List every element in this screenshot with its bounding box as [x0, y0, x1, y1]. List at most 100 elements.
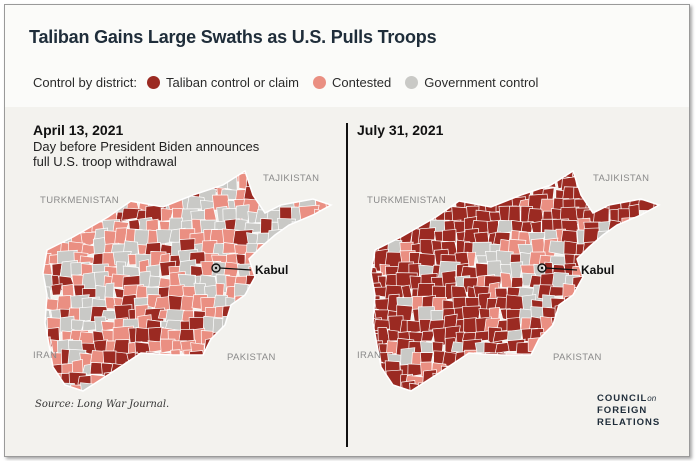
- legend: Control by district: Taliban control or …: [33, 73, 552, 91]
- district-cell: [660, 363, 671, 375]
- district-cell: [302, 375, 317, 391]
- district-cell: [628, 262, 650, 278]
- district-cell: [271, 250, 285, 265]
- district-cell: [302, 221, 319, 235]
- district-cell: [466, 384, 485, 391]
- kabul-marker-july: [537, 263, 578, 273]
- district-cell: [498, 363, 518, 377]
- district-cell: [532, 358, 544, 375]
- panel-subtitle-april: Day before President Biden announces ful…: [33, 139, 260, 169]
- district-cell: [632, 299, 644, 313]
- district-cell: [367, 396, 380, 405]
- district-cell: [597, 361, 612, 379]
- kabul-marker-april: [211, 263, 252, 273]
- district-cell: [190, 382, 208, 391]
- district-cell: [289, 329, 309, 345]
- district-cell: [383, 387, 402, 391]
- district-cell: [248, 309, 263, 327]
- district-cell: [629, 325, 645, 346]
- district-cell: [288, 358, 306, 382]
- district-cell: [203, 337, 215, 357]
- cfr-logo-line2: FOREIGN: [597, 405, 648, 416]
- district-cell: [461, 370, 483, 386]
- district-cell: [325, 249, 331, 268]
- district-cell: [549, 384, 571, 391]
- district-cell: [237, 398, 253, 405]
- district-cell: [125, 360, 142, 381]
- district-cell: [234, 330, 255, 346]
- district-cell: [639, 341, 659, 356]
- district-cell: [430, 384, 446, 391]
- district-cell: [650, 260, 659, 280]
- district-cell: [113, 174, 131, 190]
- district-cell: [288, 185, 304, 201]
- source-note: Source: Long War Journal.: [35, 399, 170, 410]
- district-cell: [321, 329, 331, 345]
- district-cell: [322, 299, 331, 315]
- district-cell: [597, 319, 611, 334]
- district-cell: [66, 175, 88, 193]
- district-cell: [462, 171, 481, 183]
- district-cell: [112, 372, 130, 390]
- district-cell: [291, 221, 308, 236]
- district-cell: [571, 374, 590, 391]
- district-cell: [259, 309, 272, 328]
- district-cell: [594, 241, 613, 258]
- district-cell: [183, 397, 193, 405]
- district-cell: [643, 221, 657, 238]
- district-cell: [616, 293, 634, 311]
- district-cell: [313, 309, 328, 320]
- district-cell: [660, 231, 671, 248]
- district-cell: [43, 177, 57, 196]
- district-cell: [281, 397, 294, 405]
- district-cell: [632, 369, 646, 389]
- district-cell: [608, 307, 627, 322]
- district-cell: [616, 347, 635, 370]
- legend-label: Control by district:: [33, 74, 138, 90]
- district-cell: [639, 281, 656, 303]
- district-cell: [290, 343, 309, 358]
- legend-text-contested: Contested: [332, 74, 392, 90]
- district-cell: [443, 382, 458, 391]
- district-cell: [309, 185, 330, 200]
- district-cell: [226, 360, 240, 379]
- district-cell: [530, 394, 545, 405]
- district-cell: [654, 283, 659, 302]
- district-cell: [223, 332, 243, 346]
- district-cell: [178, 359, 198, 382]
- district-cell: [605, 186, 619, 204]
- district-cell: [270, 397, 285, 405]
- district-cell: [476, 395, 491, 405]
- district-cell: [430, 176, 447, 190]
- district-cell: [43, 205, 53, 227]
- district-cell: [441, 395, 461, 405]
- district-cell: [631, 315, 644, 335]
- district-cell: [582, 241, 600, 255]
- district-cell: [166, 385, 186, 391]
- district-cell: [171, 173, 183, 191]
- district-cell: [288, 382, 303, 391]
- district-cell: [562, 309, 583, 324]
- district-cell: [300, 328, 320, 345]
- district-cell: [289, 350, 305, 369]
- district-cell: [486, 184, 503, 199]
- district-cell: [235, 384, 254, 391]
- district-cell: [604, 296, 624, 309]
- district-cell: [466, 251, 477, 267]
- district-cell: [659, 262, 671, 278]
- district-cell: [641, 297, 655, 313]
- district-cell: [509, 177, 529, 191]
- district-cell: [302, 340, 318, 354]
- district-cell: [561, 363, 576, 375]
- figure-frame: Taliban Gains Large Swaths as U.S. Pulls…: [4, 4, 690, 457]
- label-iran-april: IRAN: [33, 350, 58, 361]
- district-cell: [397, 171, 416, 181]
- district-cell: [297, 229, 319, 243]
- district-cell: [255, 376, 273, 388]
- label-iran-july: IRAN: [357, 350, 382, 361]
- district-cell: [518, 375, 538, 390]
- district-cell: [653, 255, 659, 273]
- district-cell: [487, 397, 502, 405]
- district-cell: [51, 205, 60, 226]
- district-cell: [473, 352, 490, 371]
